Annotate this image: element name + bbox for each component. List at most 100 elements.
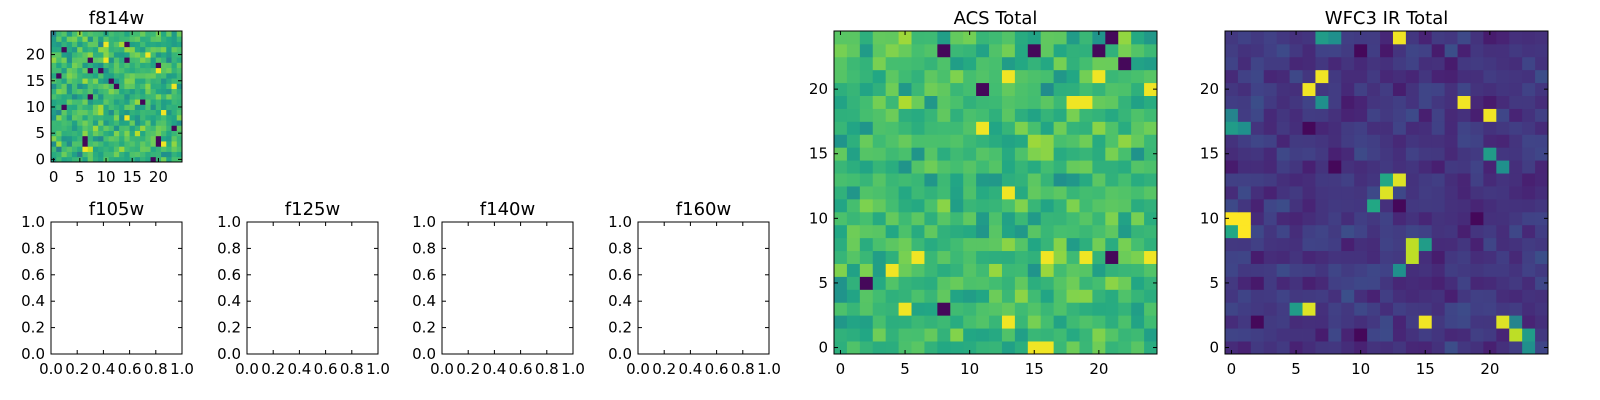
heatmap-cell	[1470, 121, 1484, 135]
heatmap-cell	[859, 186, 874, 200]
heatmap-cell	[1509, 134, 1523, 148]
heatmap-cell	[1354, 341, 1368, 355]
heatmap-cell	[1418, 43, 1433, 58]
heatmap-cell	[1225, 315, 1239, 329]
heatmap-cell	[976, 315, 990, 329]
heatmap-cell	[155, 114, 162, 121]
heatmap-cell	[963, 328, 977, 342]
heatmap-cell	[911, 302, 925, 316]
heatmap-cell	[950, 224, 964, 239]
heatmap-cell	[1522, 198, 1536, 213]
heatmap-cell	[1289, 69, 1303, 84]
heatmap-cell	[859, 341, 874, 355]
heatmap-cell	[937, 250, 951, 264]
heatmap-cell	[161, 109, 167, 116]
x-tick-label: 1.0	[561, 360, 585, 378]
heatmap-cell	[108, 146, 115, 152]
heatmap-cell	[834, 328, 848, 342]
heatmap-cell	[1380, 186, 1394, 200]
heatmap-cell	[1105, 69, 1119, 84]
heatmap-cell	[1522, 43, 1536, 58]
heatmap-cell	[834, 82, 848, 96]
heatmap-cell	[56, 151, 62, 158]
heatmap-cell	[1509, 224, 1523, 239]
heatmap-cell	[1289, 263, 1303, 277]
heatmap-cell	[989, 134, 1003, 148]
heatmap-cell	[989, 173, 1003, 187]
heatmap-cell	[171, 88, 178, 95]
heatmap-cell	[846, 289, 861, 303]
heatmap-cell	[834, 31, 848, 45]
heatmap-cell	[171, 41, 178, 48]
heatmap-cell	[1535, 108, 1549, 122]
heatmap-cell	[1535, 31, 1549, 45]
heatmap-cell	[1392, 315, 1407, 329]
heatmap-cell	[1315, 237, 1329, 252]
heatmap-cell	[1066, 263, 1080, 277]
heatmap-cell	[1418, 31, 1433, 45]
heatmap-cell	[1496, 276, 1510, 290]
heatmap-cell	[119, 104, 125, 110]
heatmap-cell	[989, 237, 1003, 252]
heatmap-cell	[989, 82, 1003, 96]
heatmap-cell	[989, 289, 1003, 303]
heatmap-cell	[1250, 121, 1265, 135]
heatmap-cell	[1380, 147, 1394, 161]
heatmap-cell	[161, 72, 167, 79]
heatmap-cell	[846, 250, 861, 264]
heatmap-cell	[119, 125, 125, 131]
heatmap-cell	[924, 302, 938, 316]
heatmap-cell	[124, 88, 130, 95]
heatmap-cell	[166, 120, 172, 126]
heatmap-cell	[1535, 160, 1549, 174]
heatmap-cell	[1354, 237, 1368, 252]
heatmap-cell	[1470, 237, 1484, 252]
heatmap-cell	[1302, 56, 1316, 71]
heatmap-cell	[108, 120, 115, 126]
heatmap-cell	[1053, 237, 1067, 252]
heatmap-cell	[166, 36, 172, 42]
heatmap-cell	[1144, 186, 1158, 200]
heatmap-cell	[1079, 173, 1093, 187]
heatmap-cell	[1066, 121, 1080, 135]
heatmap-cell	[124, 135, 130, 142]
heatmap-cell	[1144, 147, 1158, 161]
heatmap-cell	[103, 109, 110, 116]
heatmap-cell	[1315, 315, 1329, 329]
heatmap-cell	[924, 186, 938, 200]
heatmap-cell	[1027, 43, 1042, 58]
heatmap-cell	[846, 237, 861, 252]
heatmap-cell	[1066, 56, 1080, 71]
x-tick-label: 0	[836, 360, 846, 378]
heatmap-cell	[950, 315, 964, 329]
heatmap-cell	[1263, 302, 1278, 316]
heatmap-cell	[1522, 315, 1536, 329]
heatmap-cell	[71, 141, 78, 147]
heatmap-cell	[155, 120, 162, 126]
heatmap-cell	[859, 211, 874, 226]
heatmap-cell	[66, 104, 73, 110]
heatmap-cell	[1535, 237, 1549, 252]
heatmap-cell	[1144, 31, 1158, 45]
heatmap-cell	[1328, 224, 1342, 239]
x-tick-label: 0	[49, 168, 59, 186]
heatmap-cell	[1380, 173, 1394, 187]
heatmap-cell	[924, 160, 938, 174]
heatmap-cell	[885, 315, 899, 329]
heatmap-cell	[1001, 237, 1016, 252]
heatmap-cell	[963, 82, 977, 96]
heatmap-cell	[71, 88, 78, 95]
y-tick-label: 0.4	[217, 292, 241, 310]
heatmap-cell	[129, 83, 136, 90]
heatmap-cell	[937, 315, 951, 329]
heatmap-cell	[61, 78, 68, 84]
heatmap-cell	[1509, 147, 1523, 161]
heatmap-cell	[155, 135, 162, 142]
heatmap-cell	[989, 43, 1003, 58]
heatmap-cell	[1040, 69, 1055, 84]
heatmap-cell	[87, 130, 94, 137]
heatmap-cell	[145, 78, 151, 84]
heatmap-cell	[124, 151, 130, 158]
heatmap-cell	[976, 147, 990, 161]
heatmap-cell	[171, 156, 178, 163]
